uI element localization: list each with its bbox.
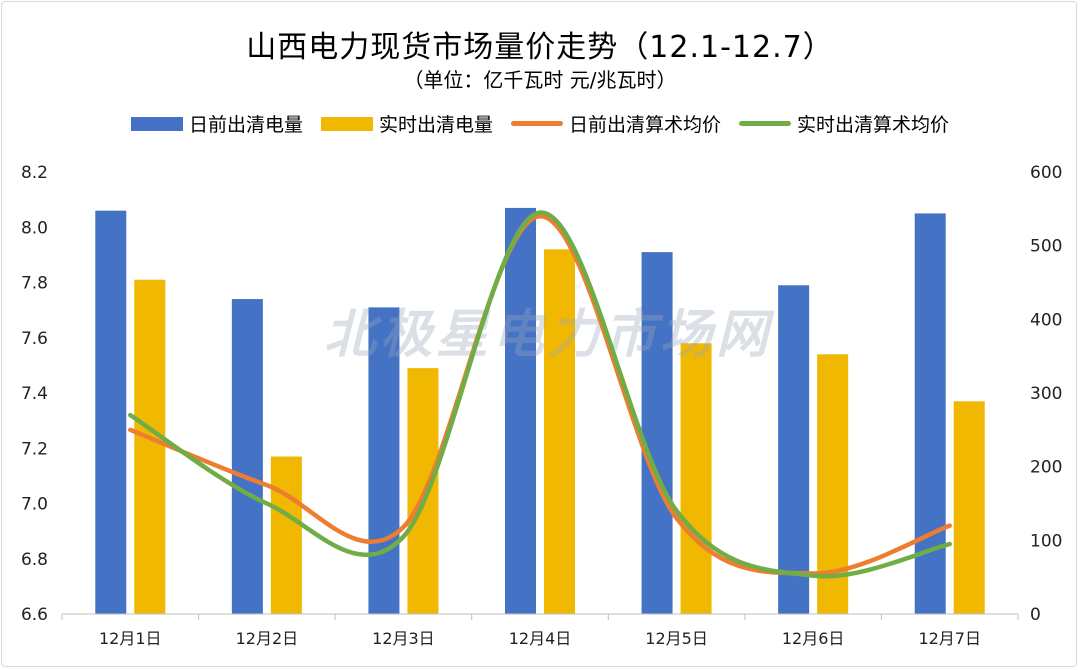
legend-swatch-realtime-volume (320, 116, 373, 131)
bar-dayahead-volume (231, 299, 263, 614)
x-tick-label: 12月2日 (236, 629, 299, 648)
chart-subtitle: （单位：亿千瓦时 元/兆瓦时） (403, 68, 677, 92)
y-right-tick-label: 200 (1030, 458, 1062, 478)
legend-label-dayahead-price: 日前出清算术均价 (569, 114, 722, 136)
x-tick-label: 12月4日 (509, 629, 572, 648)
legend-label-dayahead-volume: 日前出清电量 (188, 114, 303, 136)
legend-item-realtime-volume: 实时出清电量 (320, 110, 493, 137)
bar-dayahead-volume (778, 285, 810, 614)
bar-realtime-volume (134, 279, 166, 614)
y-left-tick-label: 8.0 (21, 218, 48, 238)
x-tick-label: 12月3日 (372, 629, 435, 648)
bar-dayahead-volume (505, 207, 536, 614)
y-left-tick-label: 7.2 (21, 439, 48, 459)
y-right-tick-label: 100 (1030, 531, 1062, 551)
legend-item-dayahead-price: 日前出清算术均价 (511, 110, 721, 137)
y-left-tick-label: 7.6 (21, 329, 48, 349)
y-left-tick-label: 8.2 (21, 163, 48, 183)
y-right-tick-label: 0 (1030, 605, 1041, 625)
legend-swatch-dayahead-volume (130, 116, 183, 131)
chart-legend: 日前出清电量 实时出清电量 日前出清算术均价 实时出清算术均价 (0, 110, 1080, 137)
y-right-tick-label: 300 (1030, 384, 1062, 404)
y-left-tick-label: 6.6 (21, 605, 48, 625)
legend-swatch-realtime-price (739, 121, 792, 126)
x-tick-label: 12月7日 (918, 629, 981, 648)
chart-title: 山西电力现货市场量价走势（12.1-12.7） (246, 30, 834, 65)
y-left-tick-label: 7.8 (21, 274, 48, 294)
x-tick-label: 12月1日 (99, 629, 162, 648)
bar-realtime-volume (270, 456, 302, 614)
y-left-tick-label: 7.4 (21, 384, 48, 404)
y-left-tick-label: 6.8 (21, 550, 48, 570)
legend-label-realtime-volume: 实时出清电量 (378, 114, 493, 136)
x-tick-label: 12月6日 (782, 629, 845, 648)
bar-realtime-volume (680, 343, 712, 614)
y-right-tick-label: 600 (1030, 163, 1062, 183)
bar-dayahead-volume (95, 210, 127, 615)
y-left-tick-label: 7.0 (21, 495, 48, 515)
legend-item-dayahead-volume: 日前出清电量 (130, 110, 303, 137)
bar-realtime-volume (544, 249, 575, 614)
y-right-tick-label: 400 (1030, 310, 1062, 330)
y-right-tick-label: 500 (1030, 237, 1062, 257)
line-realtime-price (128, 210, 952, 579)
legend-label-realtime-price: 实时出清算术均价 (797, 114, 950, 136)
x-tick-label: 12月5日 (645, 629, 708, 648)
bar-dayahead-volume (368, 307, 400, 614)
watermark-text: 北极星电力市场网 (324, 305, 775, 365)
bar-dayahead-volume (641, 252, 673, 615)
bar-realtime-volume (953, 401, 985, 614)
legend-swatch-dayahead-price (511, 121, 563, 126)
legend-item-realtime-price: 实时出清算术均价 (739, 110, 949, 137)
